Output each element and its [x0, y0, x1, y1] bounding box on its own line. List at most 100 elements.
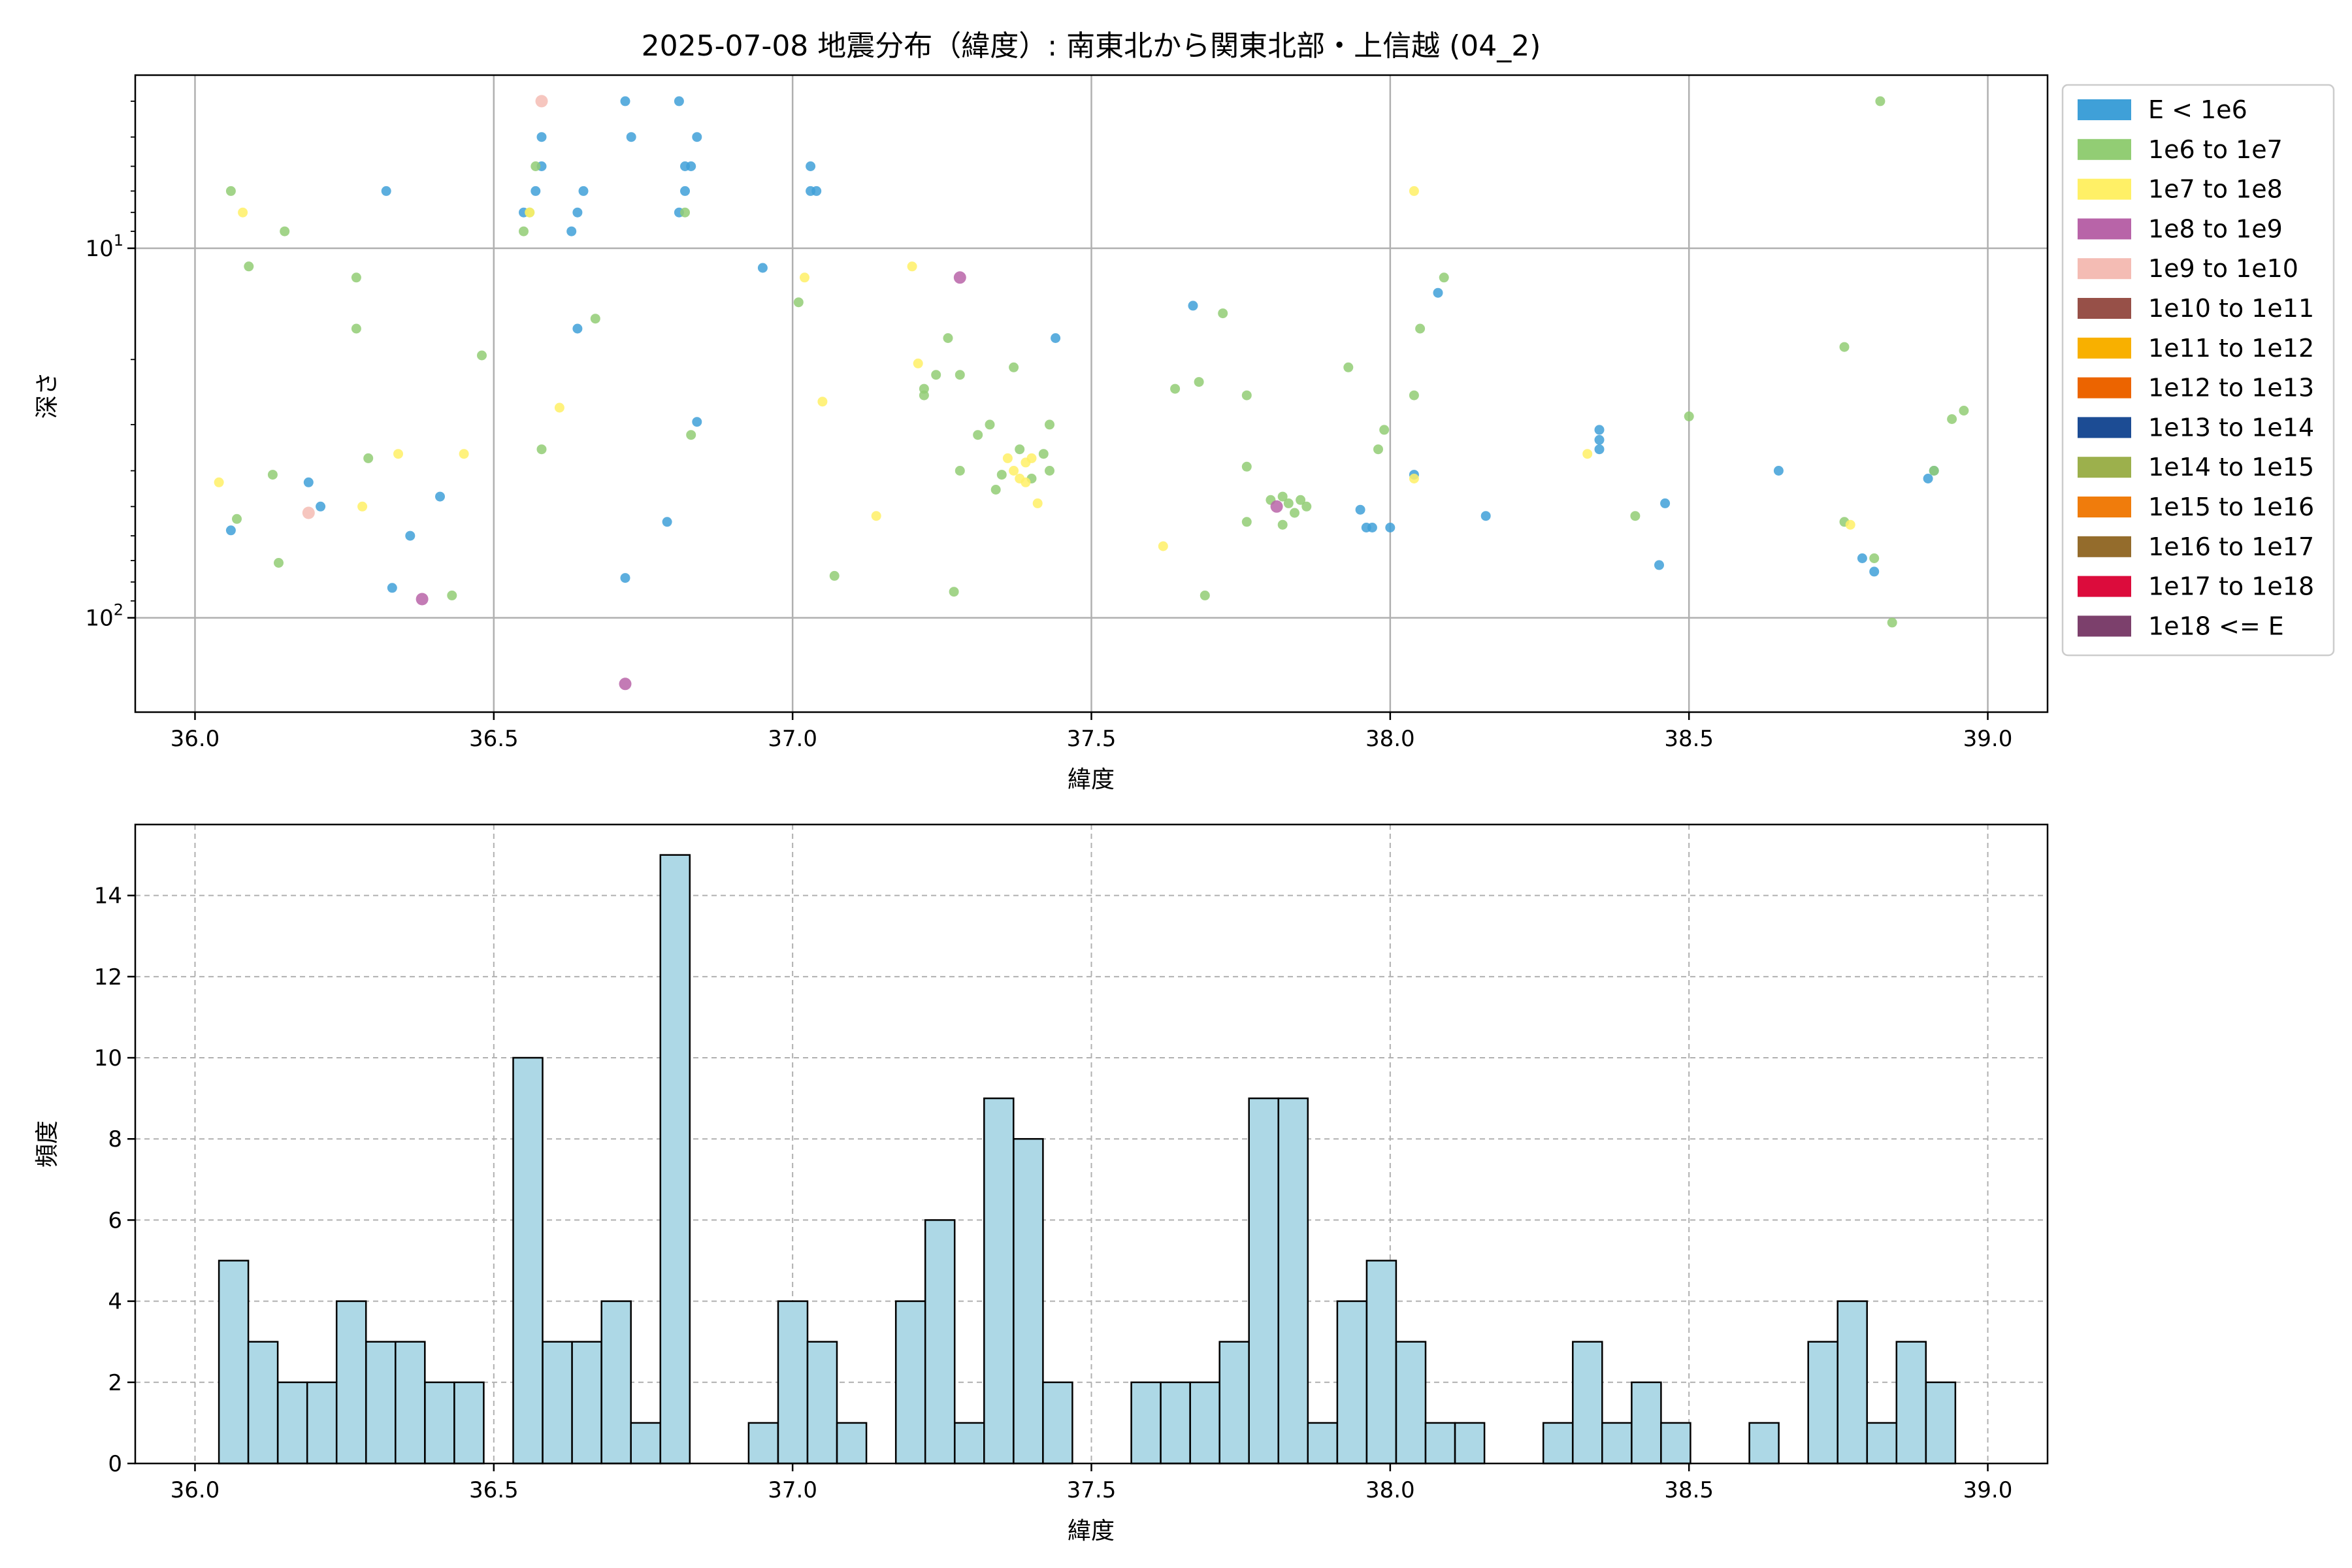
scatter-point: [1654, 560, 1664, 570]
scatter-point: [302, 506, 315, 519]
scatter-y-tick-label: 102: [85, 601, 123, 632]
scatter-point: [1409, 186, 1419, 196]
scatter-point: [1170, 384, 1181, 394]
scatter-point: [303, 477, 314, 487]
legend-label: 1e11 to 1e12: [2148, 334, 2314, 363]
scatter-grid: [135, 75, 2048, 712]
scatter-point: [267, 470, 278, 480]
histogram-bar: [453, 1381, 485, 1465]
histogram-bar: [365, 1341, 397, 1465]
scatter-point: [793, 297, 804, 308]
scatter-x-tick-label: 36.5: [469, 726, 519, 752]
scatter-point: [1296, 495, 1306, 505]
scatter-point: [907, 261, 917, 272]
scatter-point: [953, 271, 966, 284]
histogram-bar: [983, 1097, 1015, 1465]
scatter-point: [405, 531, 416, 541]
legend-swatch: [2078, 298, 2131, 319]
histogram-bar: [1160, 1381, 1191, 1465]
legend-swatch: [2078, 457, 2131, 478]
histogram-bar: [1248, 1097, 1279, 1465]
legend-swatch: [2078, 417, 2131, 438]
scatter-x-tick-label: 38.0: [1365, 726, 1415, 752]
scatter-point: [1301, 501, 1312, 512]
scatter-point: [619, 678, 632, 691]
scatter-point: [1277, 519, 1288, 530]
scatter-x-tick-label: 38.5: [1664, 726, 1714, 752]
histogram-y-tick-label: 14: [94, 883, 122, 909]
histogram-bar: [424, 1381, 455, 1465]
scatter-point: [1373, 444, 1383, 455]
scatter-point: [536, 132, 547, 142]
histogram-y-tick-label: 12: [94, 964, 122, 990]
scatter-x-tick-label: 37.5: [1067, 726, 1117, 752]
scatter-point: [1277, 491, 1288, 502]
histogram-bar: [1130, 1381, 1162, 1465]
scatter-point: [692, 132, 702, 142]
scatter-point: [1038, 449, 1049, 459]
histogram-x-tick-label: 36.5: [469, 1477, 519, 1503]
histogram-bar: [335, 1300, 367, 1465]
legend-label: 1e6 to 1e7: [2148, 135, 2283, 164]
scatter-point: [1630, 511, 1641, 521]
histogram-bar: [1218, 1341, 1250, 1465]
histogram-y-ticks: 0 2 4 6 8 10 12 14: [94, 883, 135, 1477]
legend-items: E < 1e6 1e6 to 1e7 1e7 to 1e8 1e8 to 1e9 1e9…: [2078, 95, 2314, 640]
scatter-point: [225, 186, 236, 196]
histogram-panel: 36.0 36.5 37.0 37.5 38.0 38.5 39.0 0 2 4 6 8 10 12 14…: [34, 823, 2049, 1544]
legend-swatch: [2078, 139, 2131, 160]
scatter-point: [238, 207, 248, 218]
scatter-point: [1343, 362, 1354, 372]
scatter-point: [919, 390, 929, 400]
scatter-point: [1887, 617, 1897, 628]
scatter-point: [244, 261, 254, 272]
scatter-y-tick-label: 101: [85, 231, 123, 262]
histogram-bar: [836, 1422, 868, 1465]
histogram-bar: [1336, 1300, 1368, 1465]
scatter-point: [949, 587, 959, 597]
scatter-point: [674, 96, 684, 106]
scatter-point: [620, 573, 630, 583]
histogram-x-label: 緯度: [1068, 1518, 1115, 1544]
histogram-bar: [218, 1260, 250, 1465]
histogram-bar: [1601, 1422, 1633, 1465]
scatter-point: [274, 558, 284, 568]
scatter-point: [1684, 411, 1694, 421]
legend-label: 1e15 to 1e16: [2148, 493, 2314, 521]
histogram-bar: [924, 1219, 956, 1465]
scatter-point: [536, 444, 547, 455]
scatter-x-label: 緯度: [1068, 766, 1115, 793]
scatter-point: [1433, 287, 1443, 298]
histogram-y-tick-label: 2: [108, 1370, 122, 1396]
scatter-point: [572, 207, 583, 218]
scatter-point: [973, 430, 983, 440]
scatter-point: [578, 186, 589, 196]
scatter-point: [1480, 511, 1491, 521]
scatter-point: [829, 570, 840, 581]
histogram-bar: [1807, 1341, 1838, 1465]
scatter-point: [1290, 508, 1299, 518]
histogram-bar: [1748, 1422, 1780, 1465]
histogram-bar: [1454, 1422, 1486, 1465]
scatter-point: [686, 430, 696, 440]
legend-swatch: [2078, 178, 2131, 200]
scatter-point: [363, 453, 374, 463]
histogram-bar: [1631, 1381, 1662, 1465]
legend-swatch: [2078, 576, 2131, 597]
legend-swatch: [2078, 615, 2131, 637]
scatter-point: [757, 263, 768, 273]
legend-label: 1e13 to 1e14: [2148, 413, 2314, 442]
histogram-bar: [1013, 1137, 1044, 1465]
scatter-points: [214, 95, 1969, 691]
scatter-point: [535, 95, 548, 108]
scatter-point: [913, 358, 923, 368]
scatter-x-ticks: 36.0 36.5 37.0 37.5 38.0 38.5 39.0: [171, 712, 2013, 752]
legend-label: 1e8 to 1e9: [2148, 214, 2283, 243]
scatter-point: [1188, 301, 1198, 311]
scatter-point: [1875, 96, 1886, 106]
scatter-point: [232, 514, 242, 524]
scatter-point: [931, 370, 941, 380]
scatter-x-tick-label: 39.0: [1963, 726, 2013, 752]
histogram-bar: [806, 1341, 838, 1465]
scatter-point: [381, 186, 391, 196]
